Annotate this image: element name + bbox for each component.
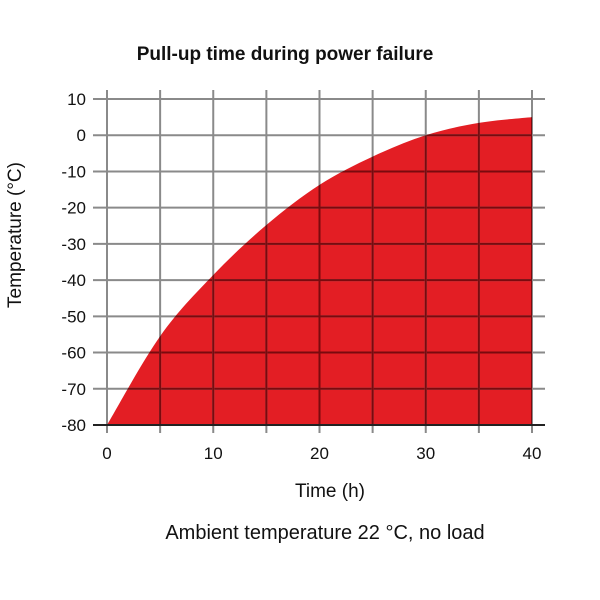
y-axis-label: Temperature (°C) — [5, 162, 26, 308]
y-tick-label: -80 — [61, 416, 86, 435]
x-tick-label: 10 — [204, 444, 223, 463]
y-tick-label: -40 — [61, 271, 86, 290]
y-tick-label: 0 — [77, 126, 86, 145]
y-tick-label: -20 — [61, 199, 86, 218]
x-axis-label: Time (h) — [295, 481, 365, 502]
y-tick-label: -60 — [61, 344, 86, 363]
x-tick-label: 40 — [523, 444, 542, 463]
x-tick-label: 30 — [416, 444, 435, 463]
y-tick-label: -50 — [61, 307, 86, 326]
y-tick-label: -30 — [61, 235, 86, 254]
x-tick-label: 0 — [102, 444, 111, 463]
y-tick-label: -70 — [61, 380, 86, 399]
chart-subtitle: Ambient temperature 22 °C, no load — [165, 522, 485, 544]
x-tick-label: 20 — [310, 444, 329, 463]
chart-title: Pull-up time during power failure — [136, 44, 434, 65]
y-tick-label: -10 — [61, 162, 86, 181]
y-tick-label: 10 — [67, 90, 86, 109]
